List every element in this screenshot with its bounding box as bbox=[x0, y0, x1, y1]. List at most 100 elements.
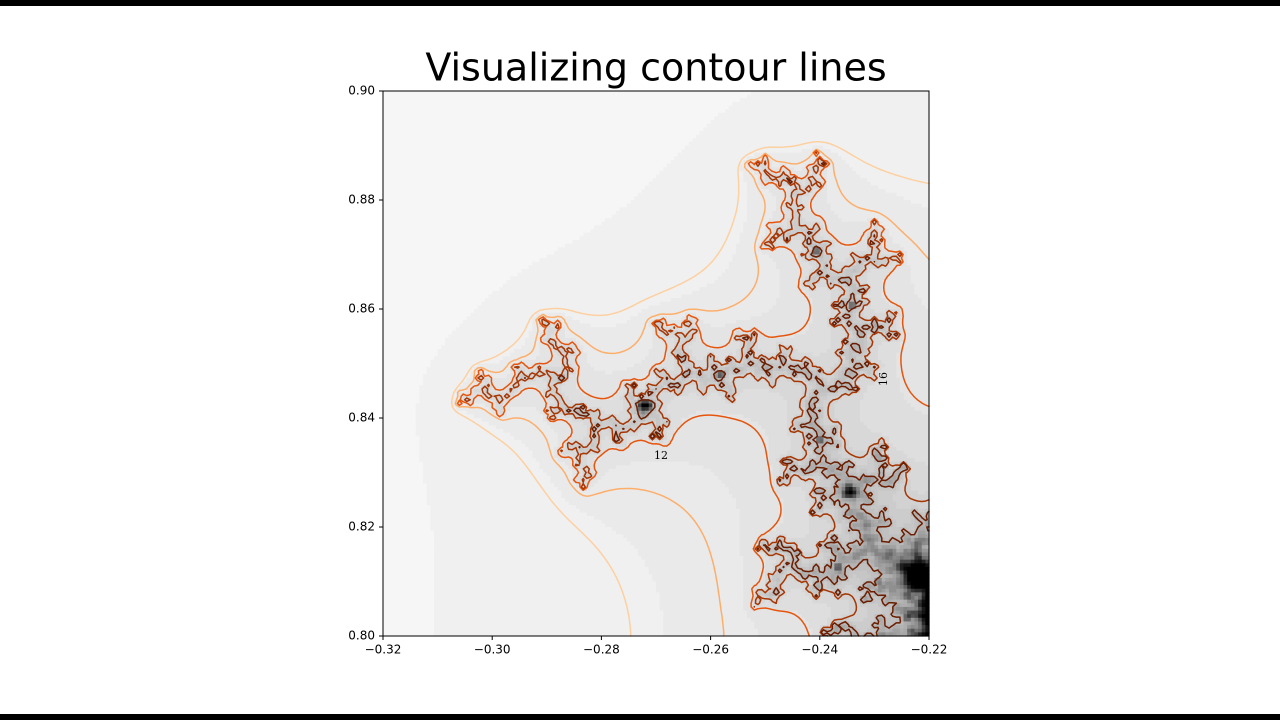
field-pixel bbox=[870, 545, 875, 550]
field-pixel bbox=[859, 374, 868, 379]
field-pixel bbox=[739, 239, 763, 245]
field-pixel bbox=[699, 327, 737, 332]
field-pixel bbox=[827, 269, 832, 274]
field-pixel bbox=[899, 312, 905, 317]
field-pixel bbox=[878, 345, 901, 350]
field-pixel bbox=[685, 338, 690, 343]
field-pixel bbox=[856, 505, 861, 510]
field-pixel bbox=[681, 367, 686, 372]
field-pixel bbox=[768, 450, 788, 455]
field-pixel bbox=[816, 425, 821, 430]
field-pixel bbox=[768, 378, 777, 383]
field-pixel bbox=[881, 290, 916, 296]
field-pixel bbox=[590, 479, 599, 484]
field-pixel bbox=[681, 316, 690, 321]
field-pixel bbox=[474, 396, 486, 401]
field-pixel bbox=[790, 352, 814, 357]
field-pixel bbox=[881, 577, 886, 583]
field-pixel bbox=[848, 508, 854, 514]
field-pixel bbox=[848, 298, 857, 303]
field-pixel bbox=[834, 407, 861, 412]
field-pixel bbox=[546, 341, 552, 346]
field-pixel bbox=[797, 610, 832, 615]
field-pixel bbox=[423, 468, 544, 474]
field-pixel bbox=[510, 407, 537, 412]
field-pixel bbox=[838, 534, 850, 539]
field-pixel bbox=[878, 490, 897, 495]
field-pixel bbox=[841, 269, 846, 274]
field-pixel bbox=[856, 472, 861, 477]
field-pixel bbox=[743, 606, 752, 612]
field-pixel bbox=[641, 403, 650, 408]
field-pixel bbox=[615, 439, 621, 445]
field-pixel bbox=[430, 527, 613, 532]
field-pixel bbox=[856, 254, 865, 259]
field-pixel bbox=[626, 385, 632, 390]
field-pixel bbox=[590, 421, 595, 426]
field-pixel bbox=[383, 534, 435, 539]
field-pixel bbox=[819, 276, 825, 281]
field-pixel bbox=[830, 312, 839, 317]
field-pixel bbox=[750, 338, 759, 343]
field-pixel bbox=[907, 588, 912, 593]
field-pixel bbox=[510, 388, 515, 394]
field-pixel bbox=[845, 356, 850, 361]
field-pixel bbox=[787, 167, 795, 172]
field-pixel bbox=[659, 407, 668, 412]
field-pixel bbox=[896, 523, 905, 528]
field-pixel bbox=[492, 396, 497, 401]
field-pixel bbox=[899, 592, 905, 597]
field-pixel bbox=[823, 585, 828, 590]
field-pixel bbox=[554, 352, 559, 357]
field-pixel bbox=[856, 309, 861, 314]
field-pixel bbox=[848, 621, 854, 626]
field-pixel bbox=[878, 581, 883, 586]
field-pixel bbox=[674, 348, 683, 354]
field-pixel bbox=[637, 552, 741, 557]
field-pixel bbox=[779, 294, 810, 299]
field-pixel bbox=[874, 239, 879, 245]
field-pixel bbox=[383, 101, 734, 107]
field-pixel bbox=[870, 348, 879, 354]
field-pixel bbox=[903, 614, 908, 619]
field-pixel bbox=[794, 189, 799, 194]
field-pixel bbox=[874, 548, 879, 554]
field-pixel bbox=[659, 330, 664, 336]
field-pixel bbox=[878, 327, 886, 332]
field-pixel bbox=[805, 174, 810, 179]
field-pixel bbox=[910, 628, 916, 633]
field-pixel bbox=[725, 323, 810, 328]
field-pixel bbox=[845, 436, 890, 441]
field-pixel bbox=[841, 276, 850, 281]
field-pixel bbox=[666, 367, 675, 372]
field-pixel bbox=[812, 189, 817, 194]
field-pixel bbox=[383, 378, 424, 383]
field-pixel bbox=[816, 221, 821, 227]
field-pixel bbox=[787, 534, 806, 539]
field-pixel bbox=[878, 221, 883, 227]
field-pixel bbox=[747, 367, 755, 372]
field-pixel bbox=[652, 396, 657, 401]
field-pixel bbox=[841, 523, 850, 528]
field-pixel bbox=[772, 225, 784, 230]
field-pixel bbox=[910, 272, 930, 277]
field-pixel bbox=[863, 232, 868, 237]
field-pixel bbox=[896, 359, 930, 365]
field-pixel bbox=[565, 461, 573, 466]
field-pixel bbox=[867, 239, 872, 245]
field-pixel bbox=[790, 221, 799, 227]
field-pixel bbox=[790, 207, 803, 212]
field-pixel bbox=[419, 392, 457, 397]
field-pixel bbox=[415, 403, 453, 408]
field-pixel bbox=[692, 334, 697, 339]
field-pixel bbox=[787, 218, 792, 223]
field-pixel bbox=[383, 330, 453, 336]
field-pixel bbox=[666, 432, 675, 437]
field-pixel bbox=[816, 261, 821, 266]
field-pixel bbox=[885, 243, 901, 248]
field-pixel bbox=[772, 479, 777, 484]
field-pixel bbox=[586, 410, 592, 415]
field-pixel bbox=[572, 399, 581, 405]
field-pixel bbox=[830, 585, 835, 590]
field-pixel bbox=[838, 239, 861, 245]
